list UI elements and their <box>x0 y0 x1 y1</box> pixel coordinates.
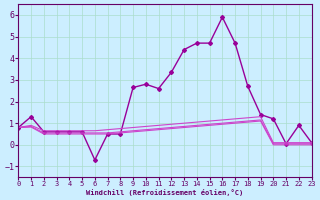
X-axis label: Windchill (Refroidissement éolien,°C): Windchill (Refroidissement éolien,°C) <box>86 189 244 196</box>
